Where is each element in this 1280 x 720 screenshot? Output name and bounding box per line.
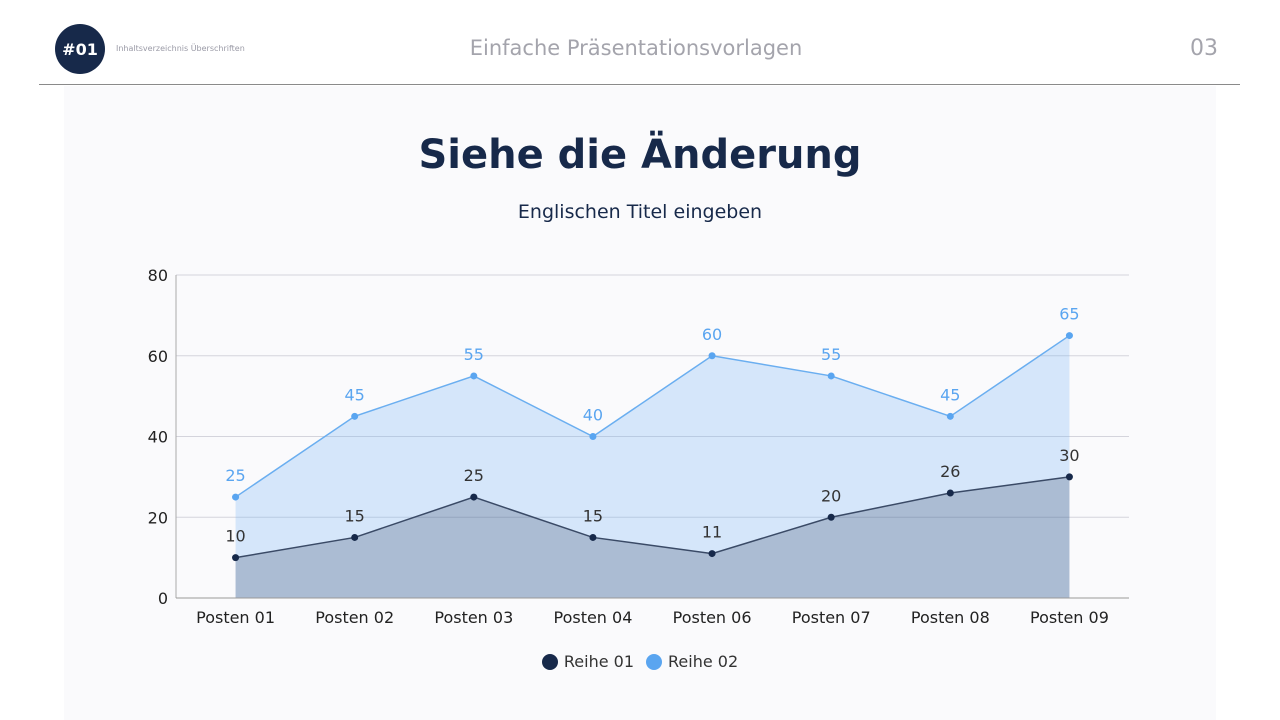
x-tick-label: Posten 04: [553, 608, 632, 627]
data-point: [589, 433, 597, 440]
chart-legend: Reihe 01 Reihe 02: [0, 652, 1280, 671]
y-tick-label: 0: [158, 589, 168, 608]
data-label: 55: [821, 345, 841, 364]
slide-title: Siehe die Änderung: [418, 132, 862, 178]
data-point: [470, 493, 478, 501]
data-label: 65: [1059, 305, 1079, 324]
legend-dot-icon: [646, 653, 662, 670]
y-tick-label: 60: [148, 347, 168, 366]
header-divider: [39, 84, 1240, 85]
series-area-2: [235, 335, 1070, 598]
legend-item-reihe-01: Reihe 01: [541, 652, 634, 671]
data-point: [827, 372, 835, 380]
section-badge: #01: [55, 24, 105, 74]
data-point: [1065, 473, 1073, 481]
x-tick-label: Posten 06: [673, 608, 752, 627]
data-label: 25: [464, 466, 484, 485]
data-label: 40: [583, 406, 603, 425]
data-label: 45: [940, 385, 960, 404]
legend-label: Reihe 02: [668, 652, 739, 671]
legend-label: Reihe 01: [563, 652, 634, 671]
data-point: [946, 412, 954, 420]
data-label: 11: [702, 523, 722, 542]
data-point: [470, 372, 478, 380]
data-point: [946, 489, 954, 497]
data-label: 45: [345, 385, 365, 404]
x-tick-label: Posten 09: [1030, 608, 1109, 627]
data-label: 25: [225, 466, 245, 485]
data-label: 26: [940, 462, 960, 481]
data-point: [827, 513, 835, 521]
header-title: Einfache Präsentationsvorlagen: [469, 36, 803, 60]
slide-background: [64, 86, 1216, 720]
x-tick-label: Posten 08: [911, 608, 990, 627]
data-point: [589, 533, 597, 541]
toc-label: Inhaltsverzeichnis Überschriften: [116, 44, 245, 53]
x-tick-label: Posten 01: [196, 608, 275, 627]
data-label: 15: [583, 506, 603, 525]
data-point: [232, 554, 240, 562]
data-label: 55: [464, 345, 484, 364]
y-tick-label: 80: [148, 266, 168, 285]
x-tick-label: Posten 03: [434, 608, 513, 627]
series-line-1: [235, 476, 1070, 559]
slide-subtitle: Englischen Titel eingeben: [517, 201, 763, 223]
y-tick-label: 20: [148, 508, 168, 527]
data-point: [708, 352, 716, 360]
legend-item-reihe-02: Reihe 02: [646, 652, 738, 671]
data-label: 10: [225, 527, 245, 546]
y-tick-label: 40: [148, 428, 168, 447]
data-point: [708, 550, 716, 558]
data-label: 30: [1059, 446, 1079, 465]
series-line-2: [235, 334, 1070, 498]
data-label: 60: [702, 325, 722, 344]
x-tick-label: Posten 07: [792, 608, 871, 627]
page-number: 03: [1190, 36, 1218, 61]
data-label: 20: [821, 486, 841, 505]
x-tick-label: Posten 02: [315, 608, 394, 627]
data-point: [1065, 332, 1073, 340]
legend-dot-icon: [541, 653, 558, 670]
data-point: [232, 493, 240, 501]
data-point: [351, 412, 359, 420]
data-point: [351, 533, 359, 541]
data-label: 15: [345, 506, 365, 525]
